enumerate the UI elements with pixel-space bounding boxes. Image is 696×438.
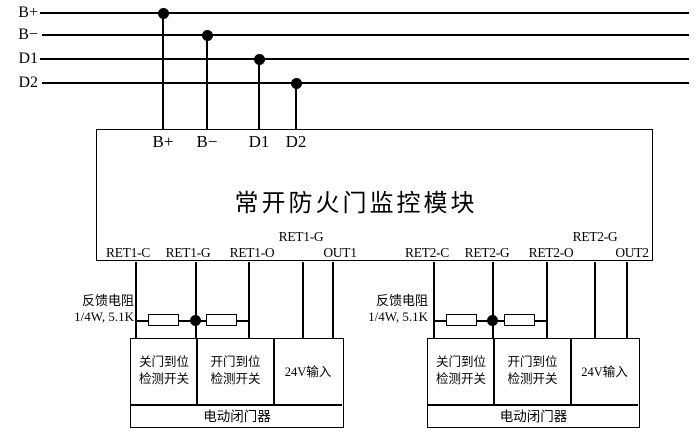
wire-ret1-c [135,262,137,338]
open-switch-label-line2: 检测开关 [507,372,558,386]
cell-open-switch: 开门到位 检测开关 [197,354,274,388]
module-terminal-ret2-o: RET2-O [528,245,574,260]
resistor [504,314,535,326]
cell-divider [428,404,638,406]
wire-out2 [626,262,628,338]
junction-dot [202,30,213,41]
door-closer-box: 关门到位 检测开关 开门到位 检测开关 24V输入 电动闭门器 [130,338,344,428]
close-switch-label-line2: 检测开关 [435,372,486,386]
bus-line-b-minus [42,34,689,36]
junction-dot [158,8,169,19]
module-box [96,129,653,261]
resistor [148,314,179,326]
bus-line-d2 [42,82,689,84]
module-terminal-out2: OUT2 [615,245,649,260]
module-terminal-ret1-c: RET1-C [106,245,150,260]
module-terminal-ret1-g: RET1-G [165,245,211,260]
module-terminal-d2: D2 [285,132,307,151]
module-terminal-ret1-o: RET1-O [229,245,275,260]
feedback-resistor-note-line1: 反馈电阻 [81,293,134,308]
close-switch-label-line1: 关门到位 [435,355,486,369]
cell-24v-input: 24V输入 [284,365,332,379]
door-closer-label: 电动闭门器 [499,409,568,424]
cell-24v-input: 24V输入 [581,365,628,379]
bus-label-b-minus: B− [18,26,38,43]
bus-line-b-plus [40,12,689,14]
door-closer-box: 关门到位 检测开关 开门到位 检测开关 24V输入 电动闭门器 [427,338,640,428]
feedback-resistor-note-line2: 1/4W, 5.1K [74,309,134,324]
bus-label-b-plus: B+ [18,4,38,21]
cell-divider [273,339,275,404]
module-terminal-b-plus: B+ [152,132,174,151]
junction-dot [190,315,201,326]
open-switch-label-line2: 检测开关 [210,372,261,386]
module-terminal-ret2-g: RET2-G [464,245,510,260]
bus-label-d1: D1 [18,50,38,67]
junction-dot [254,54,265,65]
cell-divider [570,339,572,404]
wire-ret1-g-24v [302,262,304,338]
cell-divider [196,339,198,404]
wire-ret2-o [546,262,548,338]
wire-ret2-g [492,262,494,338]
wire-ret2-g-24v [594,262,596,338]
module-terminal-ret2-c: RET2-C [405,245,449,260]
bus-label-d2: D2 [18,74,38,91]
open-switch-label-line1: 开门到位 [210,355,261,369]
close-switch-label-line2: 检测开关 [138,372,189,386]
module-title: 常开防火门监控模块 [234,191,478,217]
module-terminal-b-minus: B− [196,132,218,151]
drop-wire-b-plus [162,13,164,129]
junction-dot [291,78,302,89]
drop-wire-d2 [295,83,297,129]
wire-ret2-c [433,262,435,338]
wire-label-ret1-g: RET1-G [278,229,324,244]
resistor [206,314,237,326]
wire-out1 [332,262,334,338]
bus-line-d1 [40,58,689,60]
drop-wire-b-minus [206,35,208,129]
cell-divider [131,404,342,406]
feedback-resistor-note-line2: 1/4W, 5.1K [368,309,428,324]
feedback-resistor-note: 反馈电阻 1/4W, 5.1K [330,293,428,325]
cell-close-switch: 关门到位 检测开关 [428,354,494,388]
cell-close-switch: 关门到位 检测开关 [131,354,197,388]
wire-ret1-o [248,262,250,338]
resistor [446,314,477,326]
junction-dot [487,315,498,326]
feedback-resistor-note: 反馈电阻 1/4W, 5.1K [36,293,134,325]
wire-ret1-g [195,262,197,338]
open-switch-label-line1: 开门到位 [507,355,558,369]
module-terminal-d1: D1 [248,132,270,151]
wire-label-ret2-g: RET2-G [572,229,618,244]
door-closer-label: 电动闭门器 [203,409,271,424]
close-switch-label-line1: 关门到位 [138,355,189,369]
module-terminal-out1: OUT1 [323,245,357,260]
drop-wire-d1 [258,59,260,129]
feedback-resistor-note-line1: 反馈电阻 [375,293,428,308]
cell-open-switch: 开门到位 检测开关 [494,354,571,388]
cell-divider [493,339,495,404]
